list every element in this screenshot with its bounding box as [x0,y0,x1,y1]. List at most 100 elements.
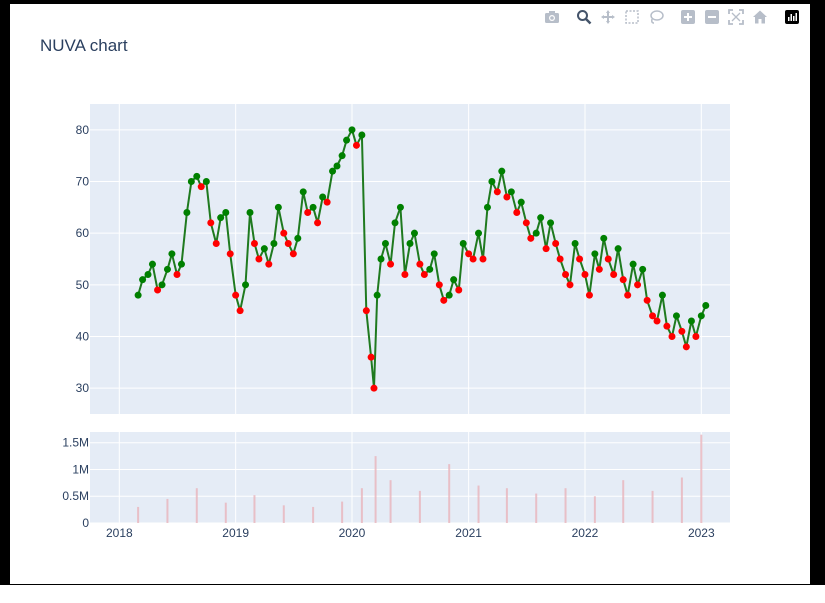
lasso-select-icon[interactable] [644,7,668,27]
price-marker [697,312,705,320]
price-marker [507,188,515,196]
price-y-tick-label: 80 [76,123,90,137]
price-marker [517,198,525,206]
zoom-out-icon[interactable] [700,7,724,27]
volume-bar [341,501,344,523]
plotly-logo-icon[interactable] [780,7,804,27]
price-marker [498,167,506,175]
price-marker [154,286,162,294]
price-marker [163,265,171,273]
volume-bar [389,480,392,523]
price-plot-area [90,104,730,414]
price-marker [445,291,453,299]
autoscale-icon[interactable] [724,7,748,27]
camera-icon[interactable] [540,7,564,27]
zoom-in-icon[interactable] [676,7,700,27]
price-marker [566,281,574,289]
page-bottom-strip [0,585,825,603]
price-marker [304,209,312,216]
price-marker [571,240,579,247]
price-marker [610,271,618,278]
reset-axes-icon[interactable] [748,7,772,27]
price-marker [134,291,142,299]
x-tick-label: 2018 [106,526,133,540]
price-marker [348,126,356,134]
price-marker [270,240,278,247]
price-marker [581,271,589,278]
price-marker [338,152,346,160]
price-marker [362,307,370,315]
x-tick-label: 2021 [455,526,482,540]
price-marker [202,178,210,185]
price-marker [435,281,443,289]
price-y-tick-label: 30 [76,381,90,395]
price-marker [197,183,205,191]
zoom-icon[interactable] [572,7,596,27]
price-marker [370,384,378,392]
volume-bar [224,502,227,523]
volume-y-tick-label: 1M [72,462,89,476]
price-marker [702,302,710,309]
chart-title: NUVA chart [40,36,128,55]
price-marker [513,209,521,216]
price-marker [639,265,647,273]
price-marker [158,281,166,289]
volume-bar [253,495,256,523]
price-marker [668,333,676,340]
price-marker [503,193,511,201]
price-marker [663,322,671,330]
volume-bar [535,493,538,523]
price-marker [483,203,491,211]
price-marker [455,286,463,294]
volume-bar [137,506,140,523]
price-y-tick-label: 40 [76,330,90,344]
price-marker [284,240,292,247]
price-marker [396,203,404,211]
price-marker [430,250,438,258]
volume-bar [700,434,703,523]
price-marker [493,188,501,196]
price-marker [619,276,627,284]
box-select-icon[interactable] [620,7,644,27]
price-marker [591,250,599,258]
price-marker [410,229,418,237]
price-marker [542,245,550,253]
price-marker [148,260,156,268]
price-marker [329,167,337,175]
price-marker [643,296,651,304]
volume-y-tick-label: 0 [82,516,89,530]
volume-bar [374,456,377,523]
price-marker [265,260,273,268]
price-marker [232,291,240,299]
price-marker [250,240,258,247]
price-marker [387,260,395,268]
price-marker [406,240,414,247]
price-marker [687,317,695,325]
price-marker [537,214,545,222]
price-marker [299,188,307,196]
price-marker [333,162,341,170]
volume-y-tick-label: 1.5M [62,436,89,450]
price-marker [459,240,467,247]
x-tick-label: 2019 [222,526,249,540]
price-marker [479,255,487,263]
price-marker [246,209,254,216]
price-marker [236,307,244,315]
price-marker [420,271,428,278]
price-marker [426,265,434,273]
price-marker [280,229,288,237]
price-marker [177,260,185,268]
modebar [540,7,804,27]
volume-bar [622,480,625,523]
price-marker [168,250,176,258]
price-marker [440,296,448,304]
price-marker [600,234,608,242]
price-marker [401,271,409,278]
price-marker [260,245,268,253]
price-marker [391,219,399,227]
price-marker [144,271,152,278]
volume-bar [448,464,451,523]
price-marker [653,317,661,325]
pan-icon[interactable] [596,7,620,27]
